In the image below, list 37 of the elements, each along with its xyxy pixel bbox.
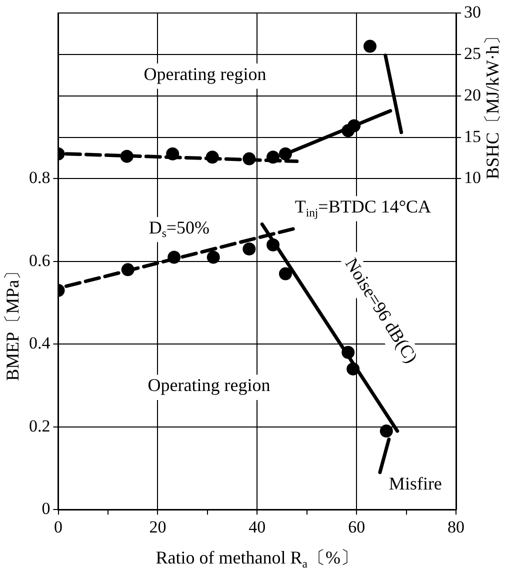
y-tick-label: 0 — [42, 499, 50, 518]
point — [166, 147, 180, 160]
point — [242, 152, 256, 166]
y2-axis-title: BSHC〔MJ/kW·h〕 — [482, 27, 503, 180]
point — [206, 250, 220, 264]
point — [120, 150, 134, 163]
x-tick-label: 20 — [149, 517, 166, 536]
y-tick-label: 0.8 — [29, 168, 50, 188]
point — [206, 150, 219, 164]
y-axis-title: BMEP〔MPa〕 — [2, 262, 23, 381]
x-tick-label: 60 — [348, 517, 366, 536]
point — [348, 119, 361, 132]
x-tick-label: 40 — [248, 517, 266, 536]
point — [346, 362, 360, 376]
point — [363, 40, 376, 53]
point — [278, 267, 292, 280]
point — [266, 238, 280, 252]
x-tick-label: 80 — [448, 517, 464, 536]
point — [266, 150, 280, 164]
y-tick-label: 0.4 — [29, 334, 51, 353]
point — [342, 346, 355, 359]
y2-tick-label: 15 — [464, 126, 481, 146]
point — [121, 263, 134, 276]
y2-tick-label: 10 — [464, 168, 481, 188]
y2-tick-label: 25 — [464, 44, 481, 64]
y2-tick-label: 30 — [464, 2, 481, 22]
y-tick-label: 0.2 — [29, 416, 50, 436]
point — [380, 424, 393, 438]
x-tick-label: 0 — [54, 517, 62, 536]
y-tick-label: 0.6 — [29, 250, 50, 270]
annotation: Operating region — [148, 375, 270, 396]
y2-tick-label: 20 — [464, 85, 481, 104]
point — [242, 242, 256, 256]
annotation: Operating region — [144, 64, 266, 84]
point — [278, 147, 292, 160]
annotation: Misfire — [388, 474, 442, 494]
point — [168, 250, 181, 264]
